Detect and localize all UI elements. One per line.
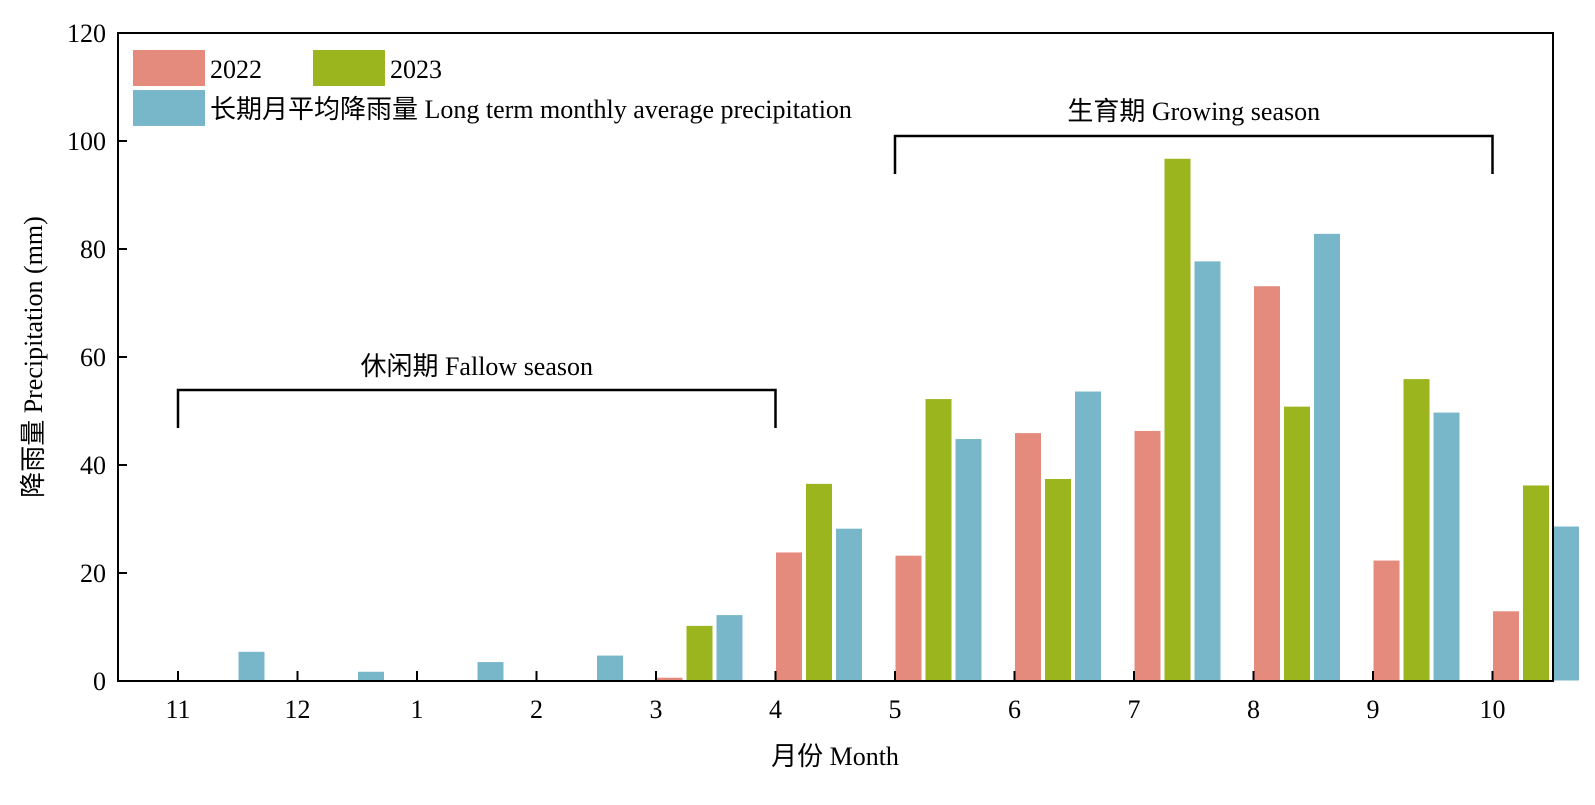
bar-s2-10	[1552, 525, 1580, 682]
bar-s1-7	[1163, 157, 1192, 682]
bar-s1-4	[805, 482, 833, 682]
season-label: 生育期 Growing season	[1067, 97, 1320, 126]
season-bracket	[176, 388, 777, 428]
bar-s0-7	[1133, 429, 1162, 682]
y-tick-label: 40	[80, 451, 106, 480]
bar-s2-7	[1193, 260, 1222, 682]
x-tick-label: 12	[285, 695, 311, 724]
x-axis-title: 月份 Month	[771, 742, 899, 771]
bar-s1-8	[1283, 405, 1311, 682]
y-axis: 0 20 40 60 80 100 120	[67, 19, 127, 696]
y-tick-label: 60	[80, 343, 106, 372]
season-annotations: 休闲期 Fallow season 生育期 Growing season	[176, 97, 1494, 428]
bar-s2-8	[1313, 232, 1341, 682]
x-tick-label: 5	[889, 695, 902, 724]
bar-s0-9	[1372, 559, 1401, 682]
x-tick-label: 9	[1367, 695, 1380, 724]
bar-s2-11	[237, 650, 266, 682]
y-tick-label: 120	[67, 19, 106, 48]
x-tick-label: 6	[1008, 695, 1021, 724]
legend-label: 长期月平均降雨量 Long term monthly average preci…	[210, 95, 852, 124]
bar-s0-5	[894, 554, 923, 682]
bar-s1-9	[1402, 378, 1431, 682]
legend-swatch	[133, 50, 205, 86]
x-tick-label: 8	[1247, 695, 1260, 724]
bar-s1-10	[1522, 484, 1550, 682]
season-label: 休闲期 Fallow season	[360, 352, 593, 381]
x-tick-label: 1	[411, 695, 424, 724]
bar-s2-2	[596, 654, 624, 682]
season-bracket	[893, 134, 1494, 174]
bar-s0-10	[1492, 610, 1520, 682]
x-tick-label: 4	[769, 695, 782, 724]
bar-s2-3	[715, 614, 744, 682]
bar-s2-12	[357, 670, 385, 682]
bar-s0-8	[1253, 285, 1281, 682]
legend-label: 2022	[210, 55, 262, 84]
y-tick-label: 0	[93, 667, 106, 696]
bar-s0-6	[1014, 432, 1042, 682]
bar-s2-5	[954, 438, 983, 682]
bar-s1-5	[924, 398, 953, 682]
bar-s2-6	[1074, 390, 1102, 682]
bars-layer	[237, 157, 1580, 682]
x-tick-label: 10	[1480, 695, 1506, 724]
bar-s1-3	[685, 624, 714, 682]
legend-label: 2023	[390, 55, 442, 84]
bar-s2-1	[476, 661, 505, 682]
bar-s2-4	[835, 527, 863, 682]
legend-swatch	[313, 50, 385, 86]
y-axis-title: 降雨量 Precipitation (mm)	[19, 216, 48, 498]
bar-s0-4	[775, 551, 803, 682]
legend: 2022 2023 长期月平均降雨量 Long term monthly avera…	[133, 50, 852, 126]
bar-s1-6	[1044, 478, 1072, 682]
x-axis: 11 12 1 2 3 4 5 6 7 8 9 10	[165, 671, 1506, 724]
x-tick-label: 2	[530, 695, 543, 724]
y-tick-label: 100	[67, 127, 106, 156]
y-tick-label: 80	[80, 235, 106, 264]
x-tick-label: 7	[1128, 695, 1141, 724]
x-tick-label: 11	[165, 695, 190, 724]
x-tick-label: 3	[650, 695, 663, 724]
bar-s2-9	[1432, 411, 1461, 682]
legend-swatch	[133, 90, 205, 126]
y-tick-label: 20	[80, 559, 106, 588]
